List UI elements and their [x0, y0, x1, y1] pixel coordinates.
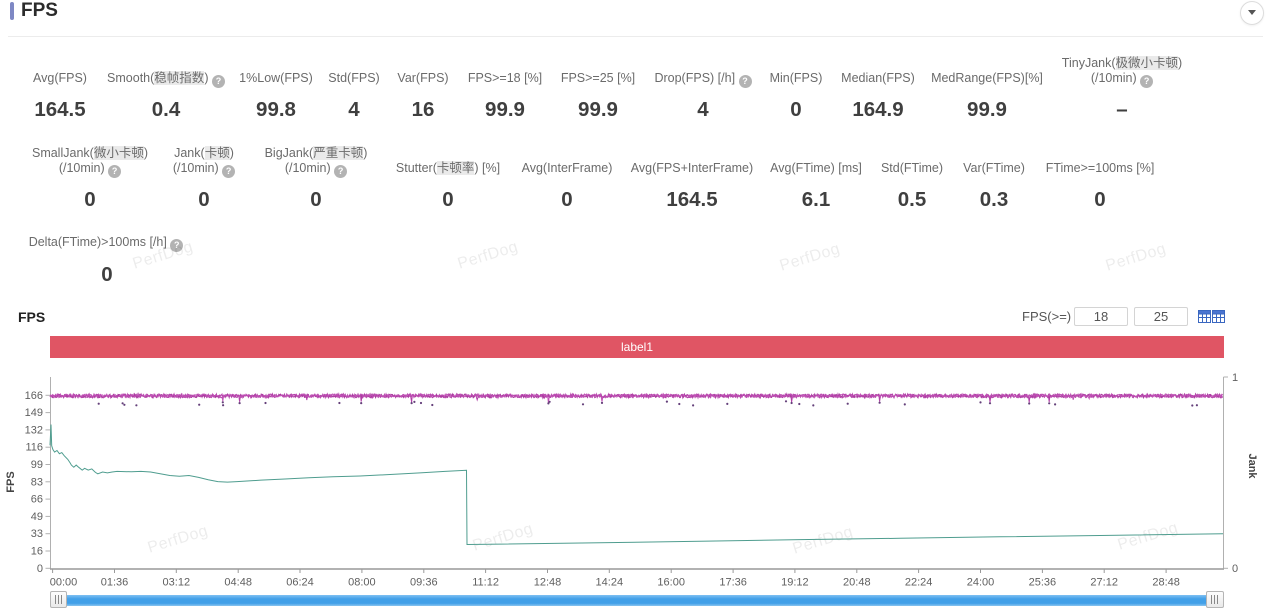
svg-text:00:00: 00:00	[50, 577, 78, 589]
svg-text:22:24: 22:24	[905, 577, 933, 589]
svg-text:1: 1	[1232, 372, 1238, 384]
svg-text:28:48: 28:48	[1152, 577, 1180, 589]
svg-text:33: 33	[31, 528, 43, 540]
svg-text:03:12: 03:12	[163, 577, 191, 589]
svg-text:Jank: Jank	[1246, 453, 1258, 479]
svg-text:99: 99	[31, 459, 43, 471]
svg-text:166: 166	[25, 390, 43, 402]
svg-text:66: 66	[31, 494, 43, 506]
svg-text:17:36: 17:36	[719, 577, 747, 589]
svg-text:04:48: 04:48	[224, 577, 252, 589]
svg-text:FPS: FPS	[5, 471, 17, 492]
svg-text:0: 0	[37, 563, 43, 575]
svg-text:149: 149	[25, 407, 43, 419]
svg-text:11:12: 11:12	[472, 577, 499, 589]
svg-text:20:48: 20:48	[843, 577, 871, 589]
svg-text:0: 0	[1232, 563, 1238, 575]
svg-text:06:24: 06:24	[286, 577, 314, 589]
svg-text:09:36: 09:36	[410, 577, 438, 589]
svg-text:01:36: 01:36	[101, 577, 129, 589]
svg-text:14:24: 14:24	[596, 577, 624, 589]
svg-text:16: 16	[31, 546, 43, 558]
svg-text:16:00: 16:00	[657, 577, 685, 589]
svg-text:24:00: 24:00	[967, 577, 995, 589]
svg-text:19:12: 19:12	[781, 577, 809, 589]
svg-text:83: 83	[31, 476, 43, 488]
svg-text:132: 132	[25, 424, 43, 436]
svg-text:12:48: 12:48	[534, 577, 562, 589]
svg-text:27:12: 27:12	[1090, 577, 1118, 589]
svg-text:49: 49	[31, 511, 43, 523]
svg-text:116: 116	[25, 442, 43, 454]
svg-text:25:36: 25:36	[1029, 577, 1057, 589]
svg-text:08:00: 08:00	[348, 577, 376, 589]
